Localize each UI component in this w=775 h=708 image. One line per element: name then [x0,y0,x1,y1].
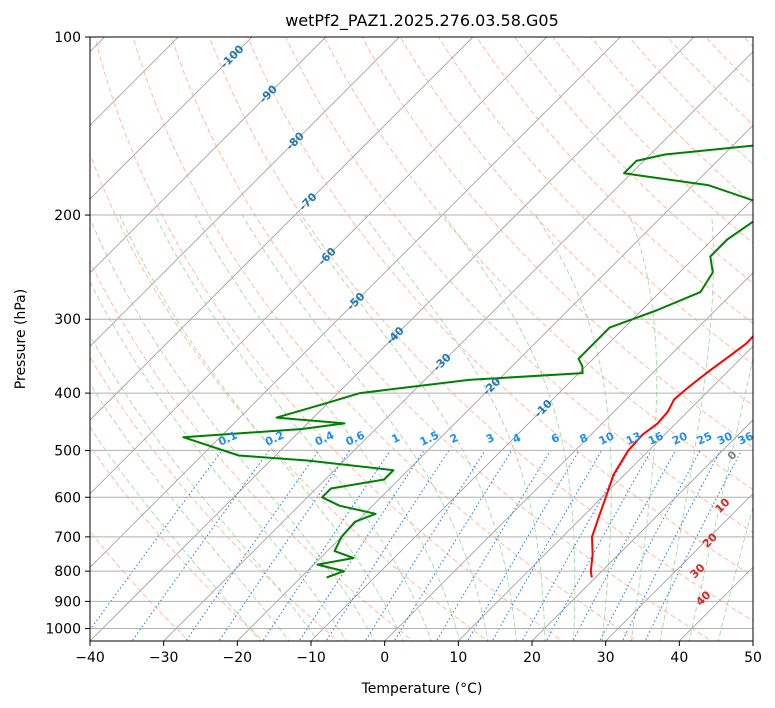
y-tick-label: 300 [54,312,81,328]
y-tick-label: 900 [54,594,81,610]
mixing-ratio-label: 13 [624,429,643,447]
moist-adiabat [629,214,658,641]
moist-adiabat [241,214,489,641]
isotherm [310,198,753,641]
mixing-ratio-line [364,450,486,641]
mixing-ratio-line [435,450,552,641]
y-tick-label: 200 [54,208,81,224]
y-axis: 1000 900 800 700 600 500 400 300 200 100 [45,30,90,637]
mixing-ratio-label: 25 [695,429,714,447]
moist-adiabat [717,505,753,641]
moist-adiabat [535,214,612,641]
moist-adiabat [297,214,517,641]
mixing-ratio-label: 16 [646,429,666,447]
isotherm [90,37,400,347]
mixing-ratio-label: 36 [736,429,756,447]
moist-adiabat [90,334,319,641]
dry-adiabat [285,37,753,534]
y-tick-label: 400 [54,386,81,402]
moist-adiabat [364,214,546,641]
temperature-profile [589,334,753,578]
isotherm [605,493,753,641]
isotherm [90,37,548,495]
mixing-ratio-line [218,450,351,641]
isotherm [90,37,695,641]
y-tick-label: 100 [54,30,81,46]
mixing-ratio-line [325,450,450,641]
isotherm [457,345,753,641]
mixing-ratio-line [90,450,223,631]
dry-adiabat [769,24,775,644]
mixing-ratio-line [298,450,425,641]
moist-adiabat [90,280,347,641]
isotherm [752,640,753,641]
mixing-ratio-line [393,450,513,641]
mixing-ratio-line [466,450,580,641]
y-axis-label: Pressure (hPa) [13,289,29,389]
y-tick-label: 600 [54,490,81,506]
mixing-ratio-label: 10 [597,429,617,447]
x-tick-label: 10 [449,650,467,666]
mixing-ratio-line [545,450,652,641]
y-tick-label: 500 [54,443,81,459]
moist-adiabat [119,214,404,641]
isotherm [163,51,753,641]
isotherm [236,124,753,641]
mixing-ratio-line [131,450,270,641]
x-tick-label: −40 [75,650,105,666]
x-tick-label: 50 [744,650,762,666]
moist-adiabat [90,217,376,641]
x-tick-label: 40 [670,650,688,666]
dry-adiabat [247,37,753,577]
dry-adiabat [361,37,753,448]
isotherm [90,37,327,274]
mixing-ratio-line [262,450,391,641]
dry-adiabat [90,152,489,641]
profiles [182,144,753,579]
isotherm [384,272,753,641]
x-tick-label: 30 [597,650,615,666]
y-tick-label: 1000 [45,621,81,637]
isotherm [90,37,253,200]
pressure-grid [90,37,753,629]
x-tick-label: −20 [223,650,253,666]
isotherm [531,419,753,641]
x-tick-label: −30 [149,650,179,666]
mixing-ratio-line [185,450,320,641]
plot-background [90,37,753,641]
x-axis-label: Temperature (°C) [361,681,483,697]
y-tick-label: 700 [54,530,81,546]
x-tick-label: 0 [380,650,389,666]
mixing-ratio-line [621,450,722,641]
mixing-ratio-line [572,450,676,641]
dry-adiabat [170,37,713,641]
mixing-ratio-label: 30 [715,429,735,447]
moist-adiabat [194,214,461,641]
isotherm [90,37,474,421]
x-tick-label: 20 [523,650,541,666]
mixing-ratio-line [599,450,701,641]
mixing-ratio-label: 20 [670,429,690,447]
plot-frame [89,36,754,642]
x-tick-label: −10 [296,650,326,666]
dewpoint-profile [182,144,753,579]
chart-title: wetPf2_PAZ1.2025.276.03.58.G05 [285,11,559,31]
y-tick-label: 800 [54,564,81,580]
x-axis: −40 −30 −20 −10 0 10 20 30 40 50 [75,641,762,666]
dry-adiabat [437,37,753,365]
moist-adiabat [688,355,753,641]
dry-adiabat [323,37,753,491]
moist-adiabat [90,426,261,641]
